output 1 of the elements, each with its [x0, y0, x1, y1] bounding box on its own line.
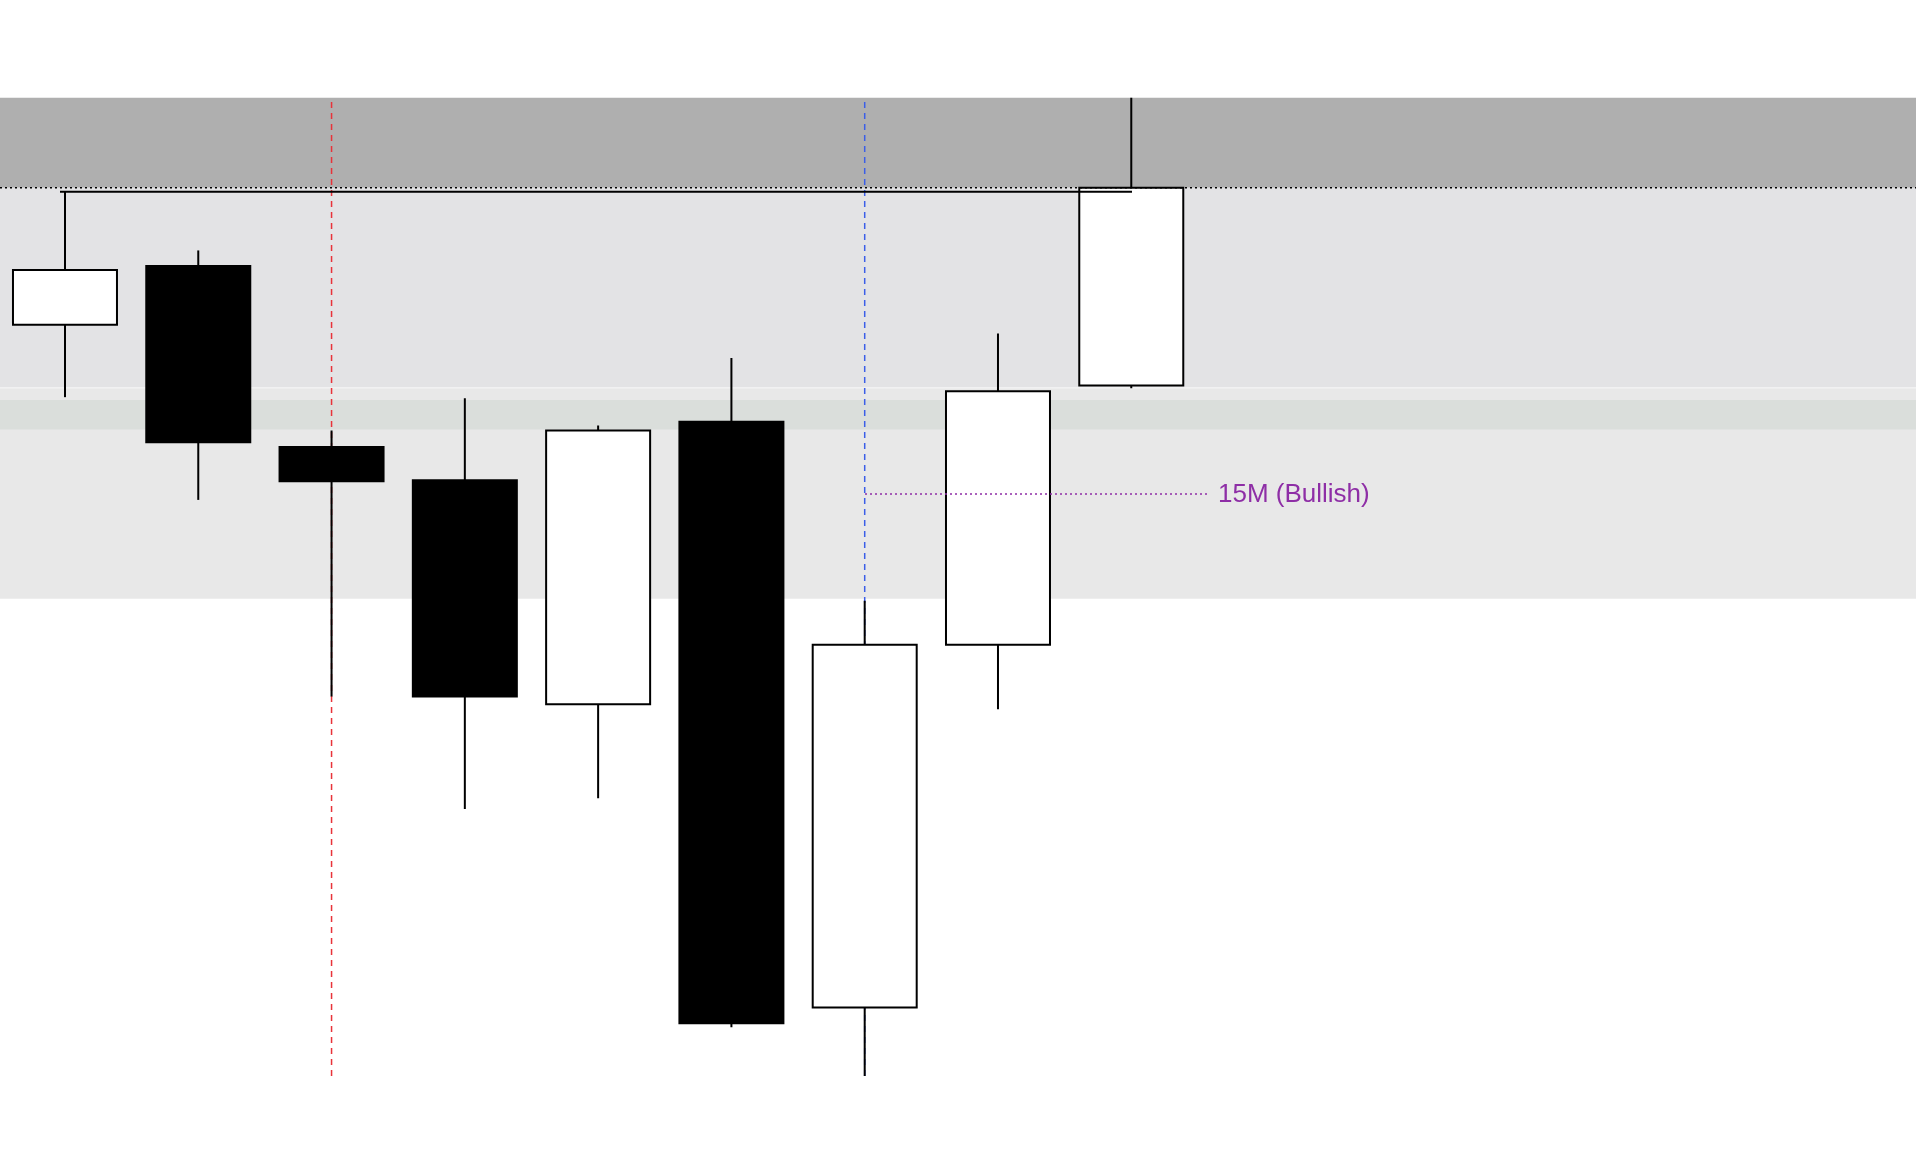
ref-line-label: 15M (Bullish) — [1218, 478, 1370, 509]
